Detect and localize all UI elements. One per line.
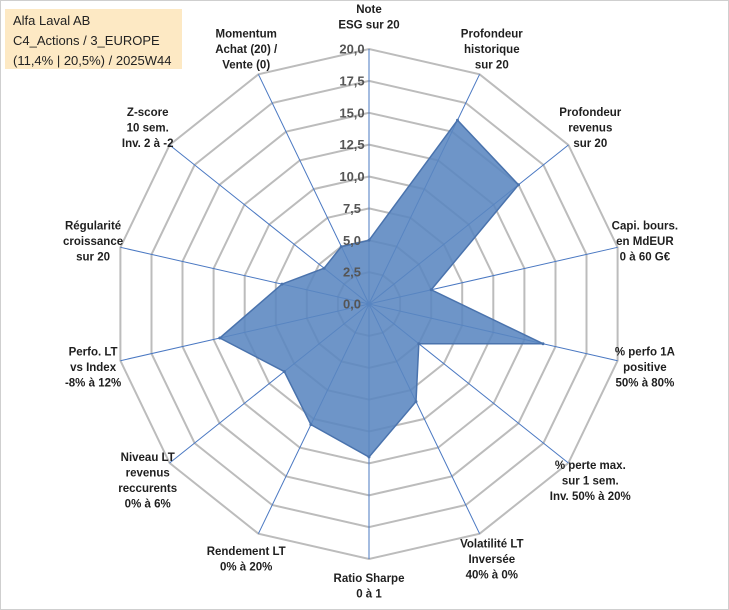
axis-label: Inversée [468, 554, 515, 566]
axis-label: -8% à 12% [65, 378, 121, 390]
axis-label: Achat (20) / [215, 44, 278, 56]
axis-label: Momentum [216, 29, 277, 41]
axis-label: ESG sur 20 [338, 20, 399, 32]
axis-label: 40% à 0% [466, 570, 518, 582]
axis-label: sur 20 [573, 138, 607, 150]
data-point [456, 118, 459, 122]
axis-label: Volatilité LT [460, 539, 523, 551]
axis-label-group: % perfo 1A positive 50% à 80% [615, 347, 675, 390]
axis-label: 0 à 1 [356, 589, 382, 601]
axis-label: croissance [63, 236, 123, 248]
axis-label: vs Index [70, 362, 117, 374]
axis-label-group: Perfo. LT vs Index -8% à 12% [65, 347, 121, 390]
axis-label-group: Niveau LT revenus reccurents 0% à 6% [118, 452, 177, 511]
axis-label: Ratio Sharpe [334, 573, 405, 585]
tick-label: 5,0 [343, 233, 361, 248]
axis-label-group: Note ESG sur 20 [338, 4, 399, 32]
axis-label-group: Volatilité LT Inversée 40% à 0% [460, 539, 523, 582]
axis-label: Niveau LT [121, 452, 175, 464]
axis-label: % perfo 1A [615, 347, 675, 359]
axis-label: positive [623, 362, 666, 374]
axis-label: en MdEUR [616, 236, 674, 248]
data-point [282, 370, 286, 374]
data-point [417, 342, 421, 346]
data-point [339, 245, 343, 249]
axis-label: Inv. 50% à 20% [550, 491, 631, 503]
tick-label: 20,0 [339, 42, 364, 57]
portfolio-category: C4_Actions / 3_EUROPE [13, 33, 160, 48]
axis-label: revenus [126, 468, 170, 480]
axis-label: Capi. bours. [612, 221, 678, 233]
tick-label: 15,0 [339, 105, 364, 120]
axis-label: Profondeur [559, 107, 621, 119]
axis-label: Régularité [65, 221, 121, 233]
performance-period: (11,4% | 20,5%) / 2025W44 [13, 53, 172, 68]
axis-label: Vente (0) [222, 60, 270, 72]
axis-label: sur 1 sem. [562, 475, 619, 487]
axis-label: Note [356, 4, 382, 16]
tick-label: 12,5 [339, 137, 364, 152]
tick-label: 2,5 [343, 265, 361, 280]
info-box: Alfa Laval AB C4_Actions / 3_EUROPE (11,… [5, 9, 182, 69]
axis-label: historique [464, 44, 520, 56]
tick-label: 7,5 [343, 201, 361, 216]
data-point [414, 400, 418, 404]
axis-label-group: Capi. bours. en MdEUR 0 à 60 G€ [612, 221, 678, 264]
data-point [322, 266, 326, 270]
axis-label: 0% à 20% [220, 562, 272, 574]
data-point [517, 183, 520, 187]
axis-label: sur 20 [475, 60, 509, 72]
axis-label-group: Profondeur historique sur 20 [461, 29, 523, 72]
axis-label: Profondeur [461, 29, 523, 41]
axis-label-group: Rendement LT 0% à 20% [207, 546, 286, 574]
axis-label: 50% à 80% [615, 378, 674, 390]
axis-label: Z-score [127, 107, 169, 119]
data-point [280, 282, 284, 286]
tick-label: 10,0 [339, 169, 364, 184]
axis-label: Rendement LT [207, 546, 286, 558]
axis-label: sur 20 [76, 252, 110, 264]
data-point [218, 336, 222, 340]
data-point [367, 455, 371, 459]
axis-label: revenus [568, 123, 612, 135]
axis-label-group: Régularité croissance sur 20 [63, 221, 123, 264]
axis-label: Inv. 2 à -2 [122, 138, 174, 150]
axis-label: Perfo. LT [69, 347, 118, 359]
axis-label-group: Z-score 10 sem. Inv. 2 à -2 [122, 107, 174, 150]
axis-label-group: Momentum Achat (20) / Vente (0) [215, 29, 278, 72]
data-point [309, 423, 313, 427]
series-area [218, 119, 544, 458]
company-name: Alfa Laval AB [13, 13, 91, 28]
axis-label: % perte max. [555, 460, 626, 472]
data-point [367, 238, 371, 242]
label-layer: Note ESG sur 20 Profondeur historique sur 20… [63, 4, 678, 601]
data-point [429, 288, 433, 292]
tick-label: 0,0 [343, 297, 361, 312]
tick-layer: 0,0 2,5 5,0 7,5 10,0 12,5 15,0 17,5 20,0 [339, 42, 364, 312]
data-point [541, 342, 545, 346]
axis-label: 10 sem. [127, 123, 169, 135]
axis-label: 0% à 6% [125, 499, 171, 511]
axis-label: 0 à 60 G€ [620, 252, 671, 264]
axis-label-group: Ratio Sharpe 0 à 1 [334, 573, 405, 601]
axis-label-group: Profondeur revenus sur 20 [559, 107, 621, 150]
tick-label: 17,5 [339, 73, 364, 88]
axis-label-group: % perte max. sur 1 sem. Inv. 50% à 20% [550, 460, 631, 503]
axis-label: reccurents [118, 483, 177, 495]
series-layer [218, 118, 545, 459]
